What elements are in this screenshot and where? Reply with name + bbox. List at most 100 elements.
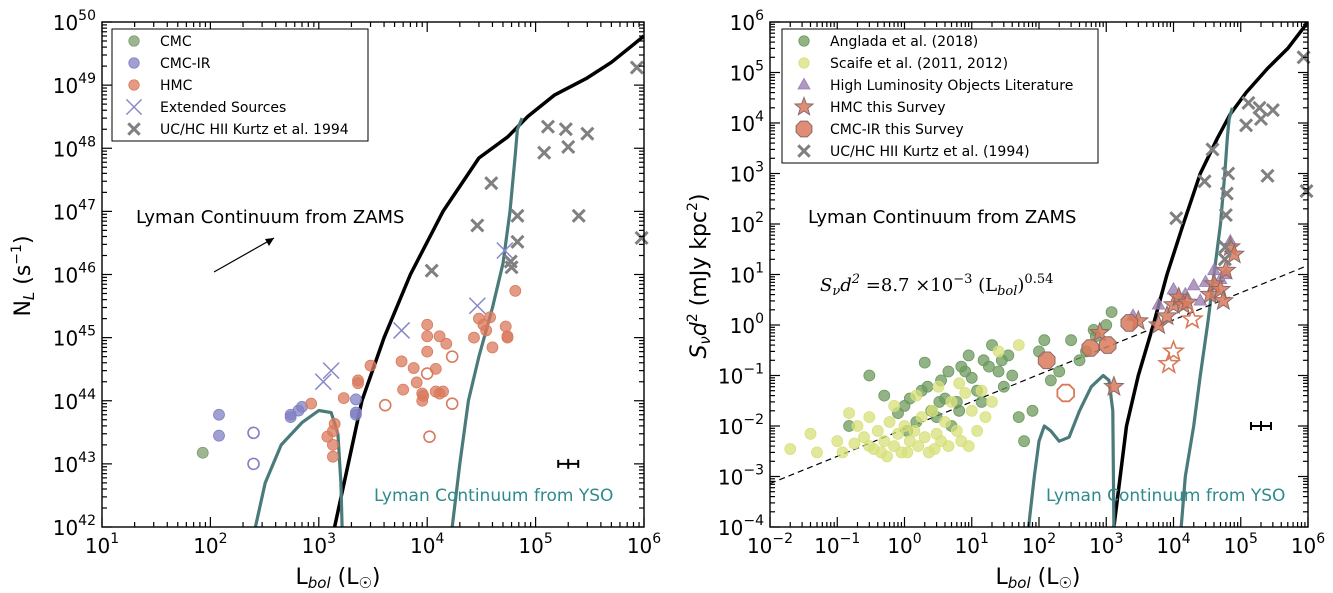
data-point-open bbox=[445, 350, 459, 363]
data-point bbox=[971, 424, 983, 437]
data-point bbox=[811, 446, 823, 459]
y-tick-label: 1050 bbox=[53, 8, 96, 35]
data-point bbox=[871, 424, 884, 437]
data-point bbox=[496, 241, 514, 260]
left-legend-box bbox=[111, 28, 369, 142]
data-point bbox=[213, 408, 225, 421]
data-point bbox=[1065, 334, 1077, 347]
legend-label: UC/HC HII Kurtz et al. (1994) bbox=[830, 144, 1030, 160]
data-point bbox=[878, 389, 891, 402]
data-point-open bbox=[1157, 351, 1181, 374]
data-point bbox=[1209, 278, 1232, 299]
right-xlabel: Lbol (L☉) bbox=[995, 565, 1080, 592]
x-tick-label: 101 bbox=[955, 531, 989, 558]
data-point bbox=[1241, 95, 1256, 110]
data-point bbox=[305, 397, 318, 410]
data-point bbox=[1012, 339, 1025, 351]
data-point bbox=[918, 356, 931, 369]
data-point bbox=[831, 435, 844, 448]
data-point bbox=[440, 337, 453, 350]
y-tick-label: 10−2 bbox=[718, 412, 764, 439]
yso-curve bbox=[450, 117, 524, 527]
data-point bbox=[540, 119, 556, 134]
data-point bbox=[407, 362, 420, 374]
data-point bbox=[484, 311, 496, 324]
data-point bbox=[953, 377, 966, 390]
x-tick-label: 105 bbox=[518, 531, 552, 558]
data-point bbox=[397, 383, 410, 396]
legend-label: CMC-IR this Survey bbox=[830, 122, 964, 138]
right-zams-label: Lyman Continuum from ZAMS bbox=[808, 207, 1076, 228]
data-point bbox=[1218, 208, 1233, 223]
data-point bbox=[878, 435, 891, 448]
left-zams-arrowhead bbox=[265, 238, 274, 246]
legend-label: High Luminosity Objects Literature bbox=[830, 78, 1073, 94]
data-point bbox=[1147, 313, 1170, 335]
data-point bbox=[959, 387, 972, 399]
y-tick-label: 1044 bbox=[53, 387, 96, 414]
fit-formula: Sνd2 =8.7 ×10−3 (Lbol)0.54 bbox=[820, 272, 1053, 299]
panel-left: 101 102 103 104 105 106 1042 1043 1044 1045 1046 10… bbox=[9, 8, 661, 592]
x-tick-label: 102 bbox=[193, 531, 227, 558]
data-point bbox=[468, 331, 480, 344]
y-tick-label: 1042 bbox=[53, 513, 96, 540]
left-zams-arrow bbox=[213, 237, 275, 273]
right-yso-label: Lyman Continuum from YSO bbox=[1046, 486, 1285, 506]
left-legend: CMC CMC-IR HMC Extended Sources UC/HC HII Ku… bbox=[111, 28, 369, 142]
y-tick-label: 10−1 bbox=[718, 362, 764, 389]
legend-label: HMC this Survey bbox=[830, 100, 946, 116]
legend-marker bbox=[125, 98, 143, 116]
data-point bbox=[1223, 242, 1246, 264]
x-tick-label: 106 bbox=[627, 531, 661, 558]
data-point bbox=[784, 443, 797, 455]
y-tick-label: 103 bbox=[730, 160, 764, 187]
x-tick-label: 104 bbox=[410, 531, 444, 558]
error-bar bbox=[1249, 421, 1272, 431]
data-point bbox=[322, 362, 340, 380]
legend-marker bbox=[797, 77, 811, 90]
data-point bbox=[912, 440, 925, 452]
data-point bbox=[1105, 306, 1118, 319]
data-point bbox=[484, 176, 499, 191]
left-ticks: 101 102 103 104 105 106 1042 1043 1044 1045 1046 10… bbox=[53, 8, 662, 558]
data-point bbox=[1012, 411, 1025, 424]
data-point bbox=[1253, 111, 1269, 127]
data-point bbox=[1265, 103, 1280, 118]
data-point bbox=[1026, 404, 1039, 417]
data-point bbox=[510, 208, 525, 223]
legend-marker bbox=[798, 35, 810, 47]
data-point bbox=[327, 450, 339, 463]
data-point bbox=[932, 380, 945, 393]
data-point bbox=[1103, 375, 1125, 396]
legend-marker bbox=[793, 96, 815, 116]
data-point bbox=[350, 408, 362, 421]
data-point bbox=[997, 380, 1010, 393]
data-point bbox=[1260, 168, 1275, 183]
x-tick-label: 103 bbox=[1089, 531, 1123, 558]
right-ylabel: Sνd2 (mJy kpc2) bbox=[685, 193, 714, 358]
data-point bbox=[1176, 290, 1199, 312]
data-point bbox=[468, 297, 486, 315]
data-point bbox=[1239, 118, 1254, 133]
data-point bbox=[327, 438, 339, 451]
legend-label: CMC bbox=[160, 34, 192, 50]
y-tick-label: 1047 bbox=[53, 197, 96, 224]
data-point bbox=[350, 393, 362, 406]
data-point bbox=[992, 365, 1005, 378]
data-point bbox=[933, 396, 946, 408]
zams-curve bbox=[1112, 22, 1308, 527]
data-point bbox=[858, 431, 870, 444]
data-point bbox=[975, 384, 988, 397]
data-point bbox=[510, 234, 525, 249]
data-point bbox=[962, 440, 975, 452]
data-point bbox=[1197, 174, 1212, 189]
data-point bbox=[328, 417, 341, 430]
legend-label: UC/HC HII Kurtz et al. 1994 bbox=[160, 122, 349, 138]
data-point bbox=[1219, 186, 1234, 201]
data-point bbox=[1018, 435, 1030, 448]
data-point bbox=[926, 404, 939, 417]
error-bar bbox=[557, 458, 580, 469]
data-point bbox=[634, 230, 649, 245]
data-point bbox=[558, 122, 573, 137]
data-point bbox=[863, 411, 876, 424]
